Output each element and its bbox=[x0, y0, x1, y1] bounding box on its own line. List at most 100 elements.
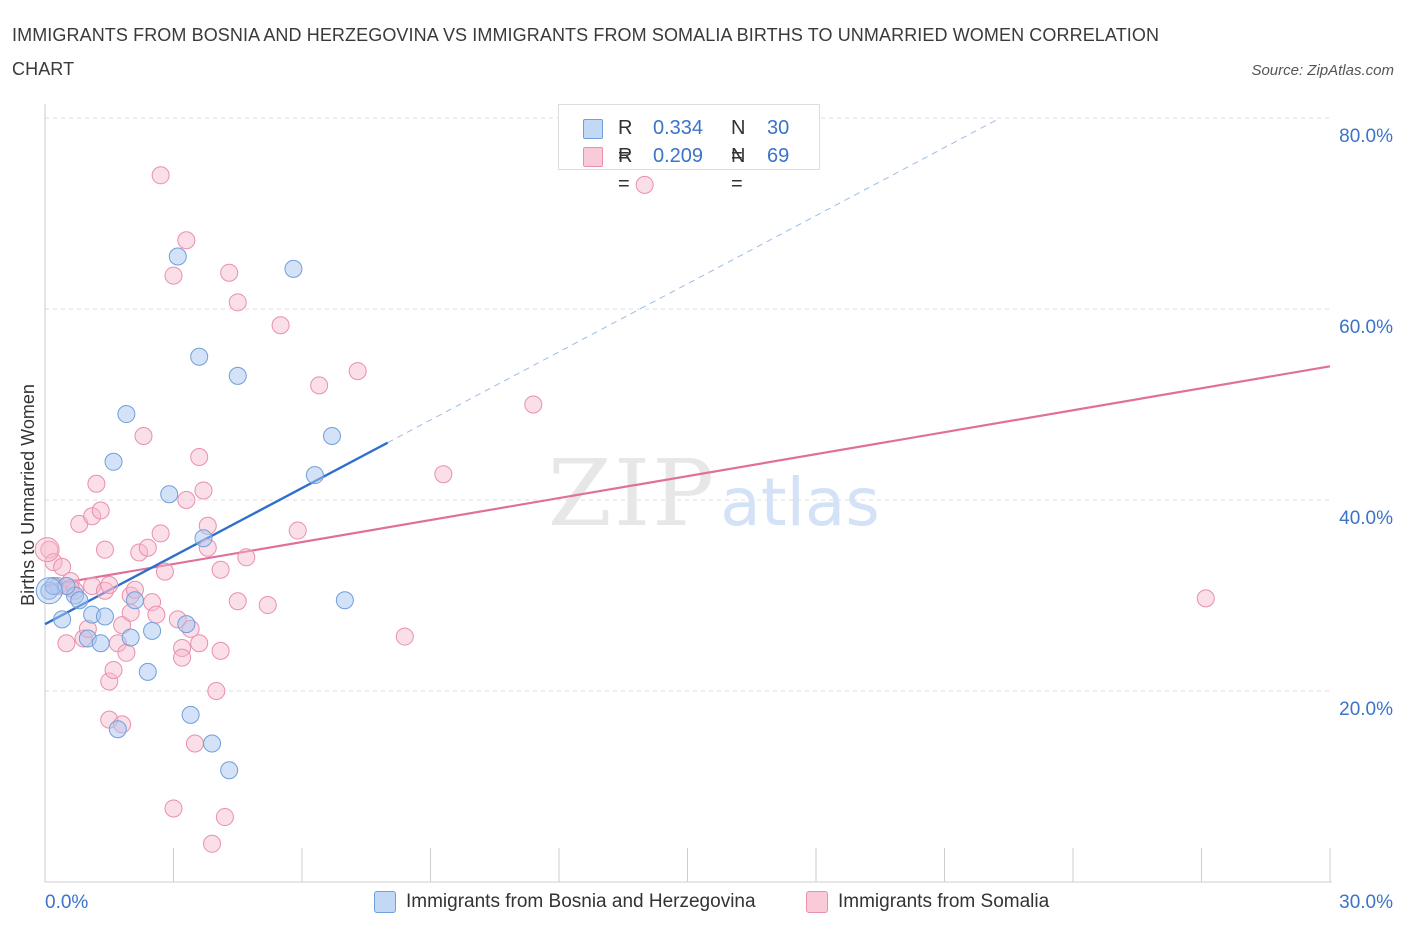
data-point-somalia bbox=[57, 634, 76, 653]
legend-n-value: 30 bbox=[767, 117, 790, 139]
data-point-somalia bbox=[194, 481, 213, 500]
data-point-bosnia bbox=[305, 466, 324, 485]
data-point-somalia bbox=[91, 501, 110, 520]
data-point-somalia bbox=[310, 376, 329, 395]
data-point-bosnia bbox=[228, 366, 247, 385]
data-point-bosnia bbox=[168, 247, 187, 266]
trend-line-bosnia-extension bbox=[387, 117, 1001, 444]
data-point-somalia bbox=[151, 524, 170, 543]
data-point-somalia bbox=[155, 562, 174, 581]
watermark-atlas: atlas bbox=[720, 464, 880, 541]
watermark: ZIP atlas bbox=[548, 440, 880, 547]
data-point-somalia bbox=[211, 560, 230, 579]
chart-source: Source: ZipAtlas.com bbox=[1251, 62, 1394, 79]
y-tick-label: 40.0% bbox=[1339, 508, 1393, 529]
data-point-somalia bbox=[203, 834, 222, 853]
data-point-somalia bbox=[524, 395, 543, 414]
series-somalia-points bbox=[34, 166, 1215, 853]
correlation-legend: R = 0.334 N = 30 R = 0.209 N = 69 bbox=[558, 104, 820, 195]
data-point-somalia bbox=[635, 175, 654, 194]
data-point-somalia bbox=[44, 553, 63, 572]
y-tick-label: 80.0% bbox=[1339, 126, 1393, 147]
legend-swatch-somalia bbox=[583, 147, 603, 167]
data-point-bosnia bbox=[160, 485, 179, 504]
data-point-somalia bbox=[185, 734, 204, 753]
axes bbox=[44, 104, 1332, 883]
data-point-somalia-cluster bbox=[34, 537, 60, 563]
data-point-somalia bbox=[130, 543, 149, 562]
data-point-somalia bbox=[53, 557, 72, 576]
data-point-somalia bbox=[83, 507, 102, 526]
legend-n-value: 69 bbox=[767, 145, 790, 167]
data-point-somalia bbox=[228, 293, 247, 312]
data-point-bosnia bbox=[190, 347, 209, 366]
data-point-bosnia bbox=[322, 427, 341, 446]
data-point-somalia bbox=[177, 491, 196, 509]
data-point-bosnia bbox=[53, 610, 72, 629]
data-point-somalia bbox=[237, 548, 256, 567]
legend-r-value: 0.334 bbox=[653, 117, 704, 139]
data-point-bosnia bbox=[284, 259, 303, 278]
data-point-bosnia-cluster bbox=[35, 577, 63, 605]
data-point-somalia bbox=[164, 266, 183, 285]
data-point-bosnia bbox=[138, 662, 157, 681]
data-point-somalia bbox=[395, 627, 414, 646]
data-point-somalia bbox=[173, 639, 192, 658]
legend-swatch-bosnia bbox=[583, 119, 603, 139]
data-point-bosnia bbox=[95, 607, 114, 626]
data-point-bosnia bbox=[143, 621, 162, 640]
x-tick-label: 0.0% bbox=[45, 892, 88, 913]
data-point-somalia bbox=[138, 538, 157, 557]
data-point-somalia bbox=[95, 540, 114, 559]
data-point-somalia bbox=[220, 263, 239, 282]
data-point-somalia bbox=[190, 448, 209, 467]
data-point-somalia bbox=[434, 465, 453, 484]
trend-line-bosnia bbox=[44, 441, 389, 626]
data-point-somalia bbox=[147, 605, 166, 624]
data-point-somalia bbox=[87, 474, 106, 493]
legend-r-value: 0.209 bbox=[653, 145, 704, 167]
y-tick-label: 60.0% bbox=[1339, 317, 1393, 338]
legend-r-label: R = bbox=[618, 145, 633, 195]
data-point-bosnia bbox=[125, 591, 144, 610]
legend-label-bosnia: Immigrants from Bosnia and Herzegovina bbox=[406, 891, 756, 912]
data-point-bosnia bbox=[91, 634, 110, 653]
series-bosnia-points bbox=[35, 247, 354, 780]
legend-n-label: N = bbox=[731, 145, 746, 195]
legend-swatch-bosnia bbox=[374, 891, 396, 913]
data-point-somalia bbox=[113, 616, 132, 635]
data-point-somalia bbox=[207, 682, 226, 700]
y-axis-label: Births to Unmarried Women bbox=[18, 384, 38, 606]
data-point-bosnia bbox=[177, 615, 196, 634]
tick-labels: 20.0% 40.0% 60.0% 80.0% 0.0% 30.0% bbox=[45, 126, 1393, 913]
data-point-somalia bbox=[164, 799, 183, 818]
data-point-bosnia bbox=[117, 405, 136, 424]
data-point-bosnia bbox=[203, 734, 222, 753]
y-tick-label: 20.0% bbox=[1339, 699, 1393, 720]
data-point-bosnia bbox=[70, 591, 89, 610]
data-point-bosnia bbox=[108, 720, 127, 739]
legend-swatch-somalia bbox=[806, 891, 828, 913]
data-point-somalia bbox=[104, 660, 123, 679]
data-point-somalia bbox=[173, 648, 192, 667]
chart-title: IMMIGRANTS FROM BOSNIA AND HERZEGOVINA V… bbox=[12, 25, 1160, 79]
data-point-somalia bbox=[211, 641, 230, 660]
data-point-somalia bbox=[177, 231, 196, 250]
data-point-somalia bbox=[117, 643, 136, 662]
legend-r-label: R = bbox=[618, 117, 633, 167]
legend-label-somalia: Immigrants from Somalia bbox=[838, 891, 1050, 912]
data-point-somalia bbox=[151, 166, 170, 185]
data-point-somalia bbox=[1196, 589, 1215, 608]
data-point-somalia bbox=[134, 427, 153, 446]
data-point-somalia bbox=[100, 575, 119, 594]
trend-lines bbox=[44, 117, 1331, 626]
data-point-bosnia bbox=[181, 705, 200, 724]
legend-n-label: N = bbox=[731, 117, 746, 167]
data-point-bosnia bbox=[194, 529, 213, 548]
watermark-zip: ZIP bbox=[548, 440, 716, 547]
data-point-somalia bbox=[348, 362, 367, 381]
data-point-bosnia bbox=[104, 452, 123, 471]
trend-line-somalia bbox=[44, 365, 1331, 588]
data-point-bosnia bbox=[335, 591, 354, 610]
